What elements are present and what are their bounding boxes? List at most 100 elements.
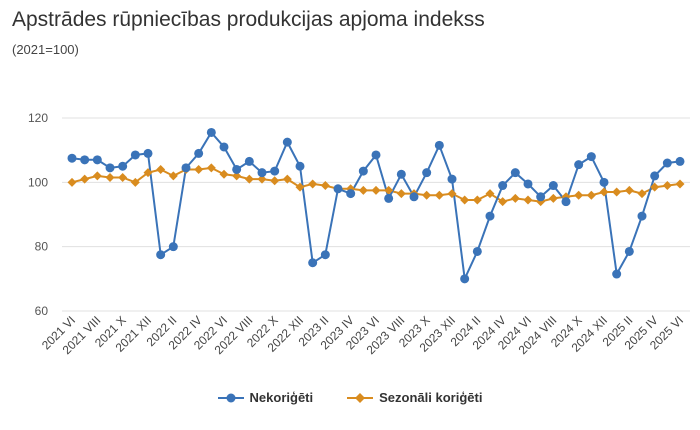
data-point-nekorigeti[interactable] [320,250,330,260]
data-point-nekorigeti[interactable] [219,142,229,152]
data-point-nekorigeti[interactable] [156,250,166,260]
data-point-sezonali-korigeti[interactable] [143,168,153,178]
data-point-nekorigeti[interactable] [548,181,558,191]
data-point-nekorigeti[interactable] [434,140,444,150]
data-point-sezonali-korigeti[interactable] [371,185,381,195]
data-point-sezonali-korigeti[interactable] [675,179,685,189]
data-point-nekorigeti[interactable] [409,192,419,202]
data-point-nekorigeti[interactable] [130,150,140,160]
data-point-sezonali-korigeti[interactable] [67,177,77,187]
data-point-nekorigeti[interactable] [612,269,622,279]
data-point-nekorigeti[interactable] [143,148,153,158]
data-point-nekorigeti[interactable] [460,274,470,284]
data-point-sezonali-korigeti[interactable] [624,185,634,195]
legend: Nekoriģēti Sezonāli koriģēti [0,390,700,405]
data-point-nekorigeti[interactable] [308,258,318,268]
data-point-sezonali-korigeti[interactable] [637,189,647,199]
data-point-nekorigeti[interactable] [485,211,495,221]
data-point-nekorigeti[interactable] [536,192,546,202]
data-point-nekorigeti[interactable] [384,193,394,203]
legend-label-sezonali-korigeti: Sezonāli koriģēti [379,390,483,405]
data-point-sezonali-korigeti[interactable] [599,187,609,197]
data-point-nekorigeti[interactable] [662,158,672,168]
data-point-sezonali-korigeti[interactable] [460,195,470,205]
data-point-nekorigeti[interactable] [232,164,242,174]
data-point-sezonali-korigeti[interactable] [206,163,216,173]
data-point-nekorigeti[interactable] [637,211,647,221]
data-point-sezonali-korigeti[interactable] [295,182,305,192]
data-point-sezonali-korigeti[interactable] [130,177,140,187]
data-point-sezonali-korigeti[interactable] [548,193,558,203]
data-point-nekorigeti[interactable] [346,189,356,199]
data-point-sezonali-korigeti[interactable] [282,174,292,184]
data-point-sezonali-korigeti[interactable] [219,169,229,179]
data-point-nekorigeti[interactable] [295,161,305,171]
data-point-nekorigeti[interactable] [270,166,280,176]
data-point-nekorigeti[interactable] [244,156,254,166]
data-point-sezonali-korigeti[interactable] [232,171,242,181]
data-point-nekorigeti[interactable] [523,179,533,189]
data-point-sezonali-korigeti[interactable] [320,181,330,191]
data-point-sezonali-korigeti[interactable] [92,171,102,181]
data-point-nekorigeti[interactable] [80,155,90,165]
data-point-sezonali-korigeti[interactable] [650,182,660,192]
data-point-nekorigeti[interactable] [92,155,102,165]
chart-title: Apstrādes rūpniecības produkcijas apjoma… [12,8,485,31]
data-point-sezonali-korigeti[interactable] [244,174,254,184]
data-point-sezonali-korigeti[interactable] [498,197,508,207]
data-point-sezonali-korigeti[interactable] [168,171,178,181]
data-point-sezonali-korigeti[interactable] [472,195,482,205]
legend-item-nekorigeti[interactable]: Nekoriģēti [217,390,313,405]
data-point-nekorigeti[interactable] [118,161,128,171]
data-point-sezonali-korigeti[interactable] [396,189,406,199]
data-point-sezonali-korigeti[interactable] [510,193,520,203]
data-point-nekorigeti[interactable] [358,166,368,176]
data-point-sezonali-korigeti[interactable] [384,185,394,195]
data-point-nekorigeti[interactable] [599,177,609,187]
data-point-nekorigeti[interactable] [206,127,216,137]
data-point-sezonali-korigeti[interactable] [574,190,584,200]
data-point-sezonali-korigeti[interactable] [485,189,495,199]
data-point-nekorigeti[interactable] [650,171,660,181]
data-point-sezonali-korigeti[interactable] [422,190,432,200]
data-point-sezonali-korigeti[interactable] [156,164,166,174]
data-point-nekorigeti[interactable] [67,153,77,163]
data-point-sezonali-korigeti[interactable] [118,173,128,183]
data-point-nekorigeti[interactable] [675,156,685,166]
data-point-sezonali-korigeti[interactable] [308,179,318,189]
legend-item-sezonali-korigeti[interactable]: Sezonāli koriģēti [347,390,482,405]
data-point-nekorigeti[interactable] [396,169,406,179]
data-point-nekorigeti[interactable] [586,152,596,162]
data-point-sezonali-korigeti[interactable] [105,173,115,183]
data-point-sezonali-korigeti[interactable] [523,195,533,205]
data-point-nekorigeti[interactable] [168,242,178,252]
data-point-nekorigeti[interactable] [333,184,343,194]
data-point-nekorigeti[interactable] [498,181,508,191]
data-point-sezonali-korigeti[interactable] [194,164,204,174]
data-point-sezonali-korigeti[interactable] [612,187,622,197]
data-point-nekorigeti[interactable] [561,197,571,207]
data-point-sezonali-korigeti[interactable] [257,174,267,184]
data-point-nekorigeti[interactable] [624,246,634,256]
data-point-sezonali-korigeti[interactable] [586,190,596,200]
data-point-nekorigeti[interactable] [257,168,267,178]
data-point-nekorigeti[interactable] [472,246,482,256]
data-point-nekorigeti[interactable] [574,160,584,170]
data-point-nekorigeti[interactable] [282,137,292,147]
data-point-sezonali-korigeti[interactable] [358,185,368,195]
data-point-nekorigeti[interactable] [181,163,191,173]
data-point-sezonali-korigeti[interactable] [662,181,672,191]
data-point-sezonali-korigeti[interactable] [80,174,90,184]
data-point-nekorigeti[interactable] [371,150,381,160]
data-point-nekorigeti[interactable] [105,163,115,173]
legend-marker-circle-icon [217,393,244,402]
data-point-sezonali-korigeti[interactable] [434,190,444,200]
data-point-nekorigeti[interactable] [422,168,432,178]
data-point-nekorigeti[interactable] [194,148,204,158]
data-point-nekorigeti[interactable] [447,174,457,184]
data-point-sezonali-korigeti[interactable] [447,189,457,199]
data-point-sezonali-korigeti[interactable] [270,176,280,186]
data-point-nekorigeti[interactable] [510,168,520,178]
